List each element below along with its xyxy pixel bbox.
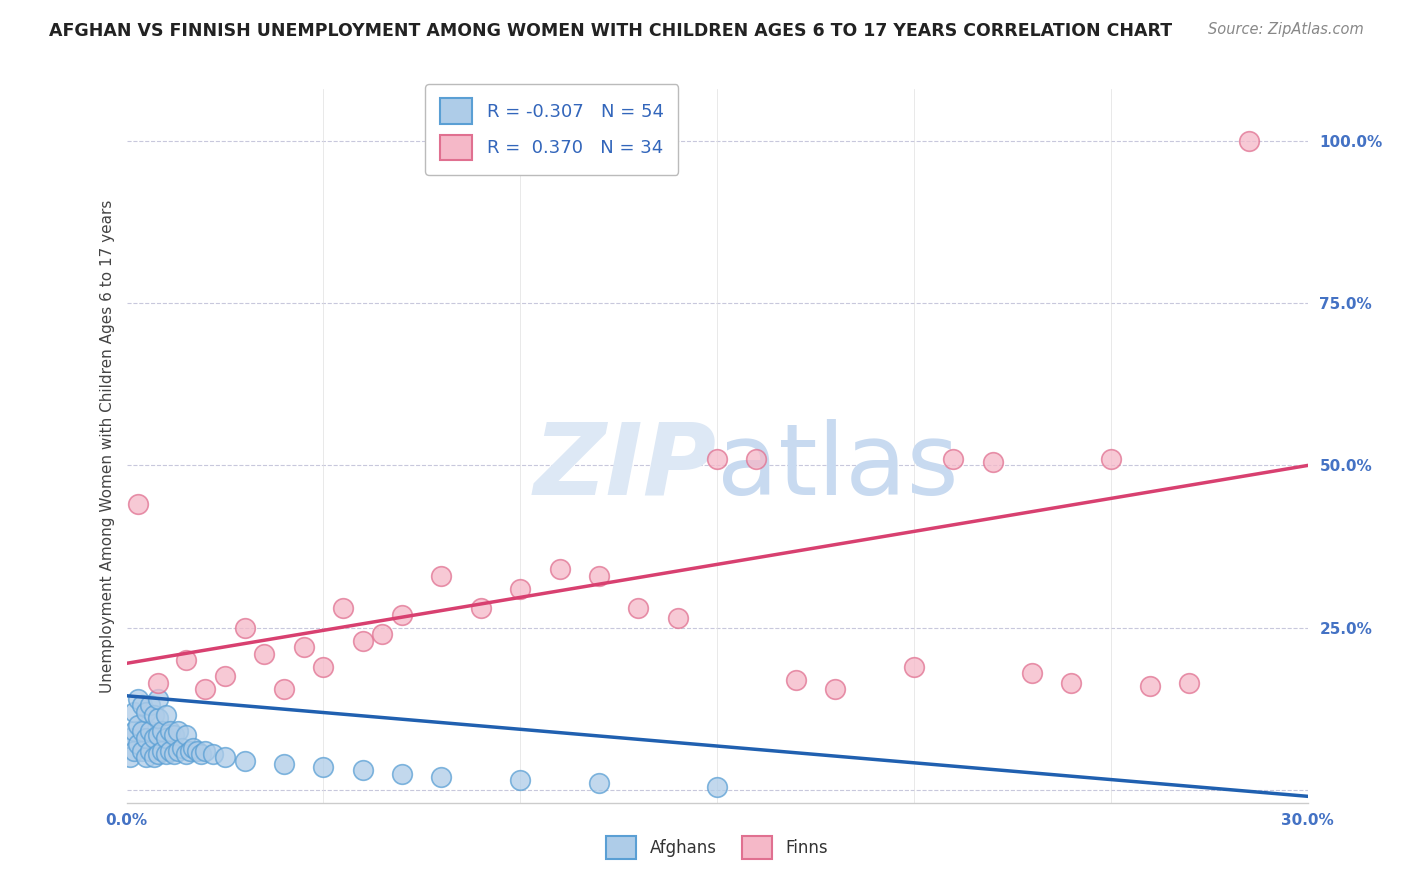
Legend: Afghans, Finns: Afghans, Finns	[600, 829, 834, 866]
Point	[166, 744, 188, 758]
Point	[332, 601, 354, 615]
Point	[146, 747, 169, 761]
Point	[139, 724, 162, 739]
Point	[706, 452, 728, 467]
Point	[194, 744, 217, 758]
Point	[273, 756, 295, 771]
Point	[194, 682, 217, 697]
Point	[1178, 675, 1201, 690]
Point	[214, 750, 236, 764]
Point	[1060, 675, 1083, 690]
Point	[202, 747, 225, 761]
Point	[155, 731, 177, 745]
Text: Source: ZipAtlas.com: Source: ZipAtlas.com	[1208, 22, 1364, 37]
Point	[159, 744, 181, 758]
Point	[174, 728, 197, 742]
Point	[179, 744, 201, 758]
Point	[430, 770, 453, 784]
Point	[1237, 134, 1260, 148]
Point	[150, 744, 173, 758]
Point	[214, 669, 236, 683]
Point	[903, 659, 925, 673]
Point	[509, 582, 531, 596]
Point	[155, 708, 177, 723]
Point	[186, 744, 208, 758]
Point	[135, 731, 157, 745]
Point	[135, 750, 157, 764]
Point	[233, 621, 256, 635]
Point	[509, 773, 531, 788]
Point	[127, 497, 149, 511]
Point	[139, 744, 162, 758]
Point	[143, 708, 166, 723]
Point	[292, 640, 315, 654]
Point	[127, 718, 149, 732]
Point	[470, 601, 492, 615]
Point	[174, 747, 197, 761]
Point	[166, 724, 188, 739]
Text: AFGHAN VS FINNISH UNEMPLOYMENT AMONG WOMEN WITH CHILDREN AGES 6 TO 17 YEARS CORR: AFGHAN VS FINNISH UNEMPLOYMENT AMONG WOM…	[49, 22, 1173, 40]
Point	[312, 760, 335, 774]
Point	[706, 780, 728, 794]
Point	[233, 754, 256, 768]
Point	[273, 682, 295, 697]
Point	[146, 692, 169, 706]
Point	[1099, 452, 1122, 467]
Point	[312, 659, 335, 673]
Point	[131, 724, 153, 739]
Point	[253, 647, 276, 661]
Point	[981, 455, 1004, 469]
Point	[163, 728, 186, 742]
Point	[391, 766, 413, 780]
Point	[666, 611, 689, 625]
Point	[146, 675, 169, 690]
Point	[352, 633, 374, 648]
Text: ZIP: ZIP	[534, 419, 717, 516]
Point	[588, 568, 610, 582]
Point	[124, 744, 146, 758]
Point	[146, 711, 169, 725]
Point	[146, 728, 169, 742]
Point	[150, 724, 173, 739]
Point	[430, 568, 453, 582]
Point	[124, 724, 146, 739]
Point	[120, 731, 142, 745]
Point	[143, 731, 166, 745]
Point	[785, 673, 807, 687]
Point	[159, 724, 181, 739]
Point	[391, 607, 413, 622]
Point	[745, 452, 768, 467]
Point	[824, 682, 846, 697]
Point	[155, 747, 177, 761]
Point	[131, 698, 153, 713]
Y-axis label: Unemployment Among Women with Children Ages 6 to 17 years: Unemployment Among Women with Children A…	[100, 199, 115, 693]
Point	[135, 705, 157, 719]
Point	[131, 744, 153, 758]
Point	[174, 653, 197, 667]
Point	[1139, 679, 1161, 693]
Point	[127, 738, 149, 752]
Point	[190, 747, 212, 761]
Text: atlas: atlas	[717, 419, 959, 516]
Point	[170, 740, 193, 755]
Point	[1021, 666, 1043, 681]
Point	[120, 750, 142, 764]
Point	[352, 764, 374, 778]
Point	[627, 601, 650, 615]
Point	[588, 776, 610, 790]
Point	[183, 740, 205, 755]
Point	[942, 452, 965, 467]
Point	[371, 627, 394, 641]
Point	[127, 692, 149, 706]
Point	[548, 562, 571, 576]
Point	[163, 747, 186, 761]
Point	[143, 750, 166, 764]
Point	[139, 698, 162, 713]
Point	[124, 705, 146, 719]
